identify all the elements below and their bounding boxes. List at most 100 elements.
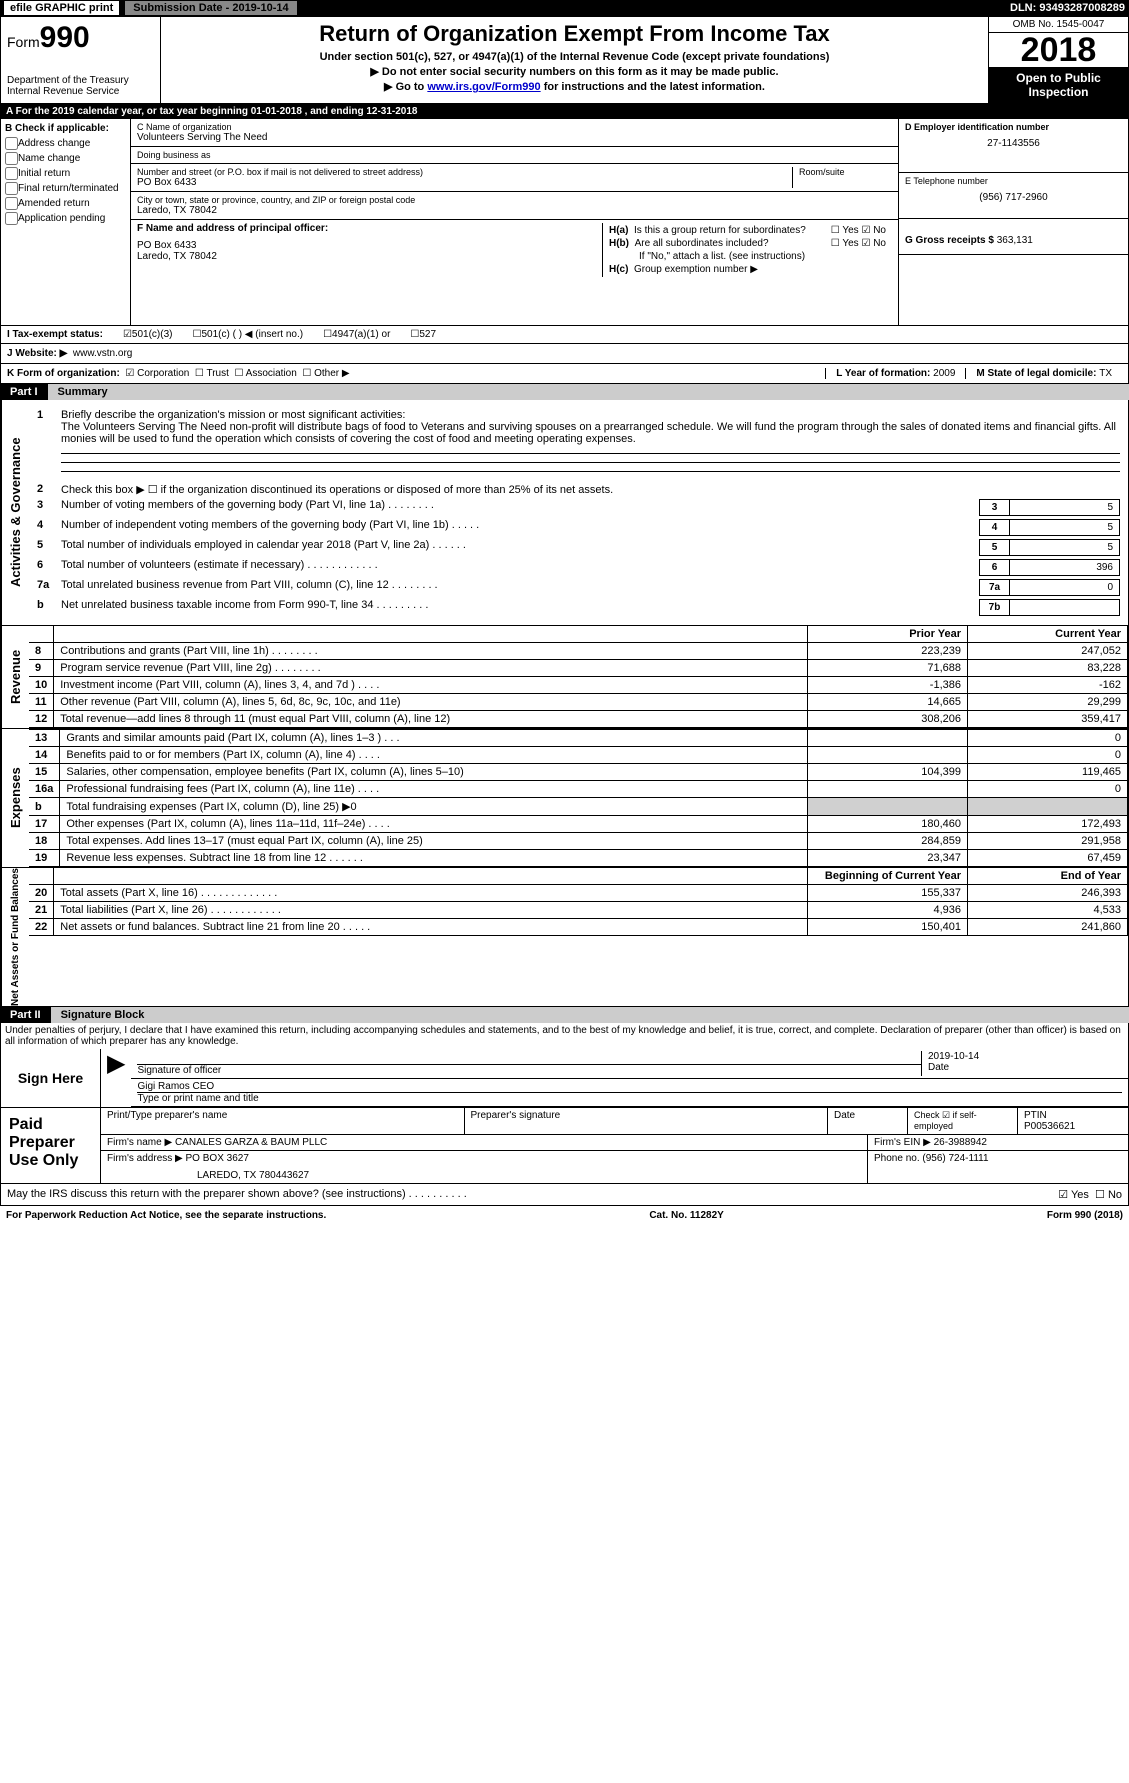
sign-block: Sign Here ▶ Signature of officer 2019-10… bbox=[0, 1049, 1129, 1108]
row-desc: Net assets or fund balances. Subtract li… bbox=[54, 919, 808, 936]
pt-name-label: Print/Type preparer's name bbox=[101, 1108, 465, 1134]
net-assets-block: Net Assets or Fund Balances Beginning of… bbox=[0, 868, 1129, 1007]
row-num: 12 bbox=[29, 711, 54, 728]
chk-app-pending[interactable] bbox=[5, 212, 18, 225]
row-prior: 308,206 bbox=[808, 711, 968, 728]
gov-box-val: 5 bbox=[1010, 520, 1120, 536]
row-curr: 359,417 bbox=[968, 711, 1128, 728]
chk-address-change[interactable] bbox=[5, 137, 18, 150]
row-prior: 155,337 bbox=[808, 885, 968, 902]
gov-box-num: 7b bbox=[980, 600, 1010, 616]
top-bar: efile GRAPHIC print Submission Date - 20… bbox=[0, 0, 1129, 16]
m-value: TX bbox=[1099, 368, 1112, 379]
chk-amended[interactable] bbox=[5, 197, 18, 210]
expenses-tab: Expenses bbox=[1, 729, 29, 867]
hb-no: No bbox=[873, 238, 886, 249]
row-prior: 284,859 bbox=[808, 833, 968, 850]
row-num: 17 bbox=[29, 816, 60, 833]
row-prior: 104,399 bbox=[808, 764, 968, 781]
ha-no: No bbox=[873, 225, 886, 236]
irs-link[interactable]: www.irs.gov/Form990 bbox=[427, 81, 540, 93]
i-4947: 4947(a)(1) or bbox=[332, 329, 390, 340]
header-sub3-pre: ▶ Go to bbox=[384, 81, 427, 93]
net-prior-hdr: Beginning of Current Year bbox=[808, 868, 968, 885]
row-num: 22 bbox=[29, 919, 54, 936]
table-row: 20 Total assets (Part X, line 16) . . . … bbox=[29, 885, 1128, 902]
row-prior: 4,936 bbox=[808, 902, 968, 919]
row-curr: 241,860 bbox=[968, 919, 1128, 936]
governance-tab: Activities & Governance bbox=[1, 400, 29, 625]
table-row: 17 Other expenses (Part IX, column (A), … bbox=[29, 816, 1128, 833]
prior-year-hdr: Prior Year bbox=[808, 626, 968, 643]
l-label: L Year of formation: bbox=[836, 368, 933, 379]
row-curr: 0 bbox=[968, 747, 1128, 764]
ein-label: D Employer identification number bbox=[905, 122, 1122, 132]
row-curr: 29,299 bbox=[968, 694, 1128, 711]
open-to-public: Open to Public Inspection bbox=[989, 67, 1128, 103]
paid-label: Paid Preparer Use Only bbox=[1, 1108, 101, 1183]
row-desc: Salaries, other compensation, employee b… bbox=[60, 764, 808, 781]
gov-box-val: 5 bbox=[1010, 500, 1120, 516]
net-curr-hdr: End of Year bbox=[968, 868, 1128, 885]
tax-year: 2018 bbox=[989, 33, 1128, 67]
gov-line-num: b bbox=[37, 599, 61, 611]
row-desc: Professional fundraising fees (Part IX, … bbox=[60, 781, 808, 798]
row-curr: 247,052 bbox=[968, 643, 1128, 660]
gov-line-text: Number of voting members of the governin… bbox=[61, 499, 979, 511]
sign-here-label: Sign Here bbox=[1, 1049, 101, 1107]
officer-name: Gigi Ramos CEO bbox=[137, 1081, 214, 1092]
row-desc: Total liabilities (Part X, line 26) . . … bbox=[54, 902, 808, 919]
officer-addr1: PO Box 6433 bbox=[137, 240, 602, 251]
gov-box-num: 4 bbox=[980, 520, 1010, 536]
period-label: A For the 2019 calendar year, or tax yea… bbox=[6, 106, 251, 117]
discuss-no: No bbox=[1108, 1189, 1122, 1201]
line1-num: 1 bbox=[37, 409, 61, 421]
row-prior: 23,347 bbox=[808, 850, 968, 867]
gov-line: 7a Total unrelated business revenue from… bbox=[37, 579, 1120, 596]
gov-box-val: 396 bbox=[1010, 560, 1120, 576]
gov-line: 6 Total number of volunteers (estimate i… bbox=[37, 559, 1120, 576]
form-number: 990 bbox=[40, 21, 90, 54]
row-curr: 83,228 bbox=[968, 660, 1128, 677]
expenses-block: Expenses 13 Grants and similar amounts p… bbox=[0, 729, 1129, 868]
period-mid: , and ending bbox=[305, 106, 367, 117]
row-prior: 180,460 bbox=[808, 816, 968, 833]
row-num: 13 bbox=[29, 730, 60, 747]
form-header: Form990 Department of the Treasury Inter… bbox=[0, 16, 1129, 104]
row-num: 8 bbox=[29, 643, 54, 660]
firm-addr-label: Firm's address ▶ bbox=[107, 1153, 183, 1164]
firm-phone: (956) 724-1111 bbox=[922, 1153, 988, 1164]
gov-box-val: 5 bbox=[1010, 540, 1120, 556]
table-row: 10 Investment income (Part VIII, column … bbox=[29, 677, 1128, 694]
gov-line-text: Total number of volunteers (estimate if … bbox=[61, 559, 979, 571]
header-right: OMB No. 1545-0047 2018 Open to Public In… bbox=[988, 17, 1128, 103]
row-desc: Benefits paid to or for members (Part IX… bbox=[60, 747, 808, 764]
gov-line-box: 4 5 bbox=[979, 519, 1120, 536]
chk-name-change[interactable] bbox=[5, 152, 18, 165]
sig-date-value: 2019-10-14 bbox=[928, 1051, 1122, 1062]
row-num: 14 bbox=[29, 747, 60, 764]
footer-left: For Paperwork Reduction Act Notice, see … bbox=[6, 1210, 326, 1221]
line2-text: Check this box ▶ ☐ if the organization d… bbox=[61, 483, 1120, 496]
street-value: PO Box 6433 bbox=[137, 177, 792, 188]
chk-final-return[interactable] bbox=[5, 182, 18, 195]
gov-line-text: Net unrelated business taxable income fr… bbox=[61, 599, 979, 611]
gov-box-num: 7a bbox=[980, 580, 1010, 596]
gov-line-num: 5 bbox=[37, 539, 61, 551]
paid-preparer-block: Paid Preparer Use Only Print/Type prepar… bbox=[0, 1108, 1129, 1184]
firm-phone-label: Phone no. bbox=[874, 1153, 922, 1164]
chk-initial-return[interactable] bbox=[5, 167, 18, 180]
table-row: 19 Revenue less expenses. Subtract line … bbox=[29, 850, 1128, 867]
governance-block: Activities & Governance 1 Briefly descri… bbox=[0, 400, 1129, 626]
part2-title: Signature Block bbox=[51, 1007, 1129, 1023]
row-prior bbox=[808, 730, 968, 747]
j-label: J Website: ▶ bbox=[7, 348, 67, 359]
sig-date-label: Date bbox=[928, 1062, 949, 1073]
section-bcd: B Check if applicable: Address change Na… bbox=[0, 119, 1129, 326]
row-num: 19 bbox=[29, 850, 60, 867]
row-curr: 246,393 bbox=[968, 885, 1128, 902]
org-name-label: C Name of organization bbox=[137, 122, 892, 132]
gov-box-num: 5 bbox=[980, 540, 1010, 556]
row-desc: Contributions and grants (Part VIII, lin… bbox=[54, 643, 808, 660]
firm-ein-label: Firm's EIN ▶ bbox=[874, 1137, 931, 1148]
